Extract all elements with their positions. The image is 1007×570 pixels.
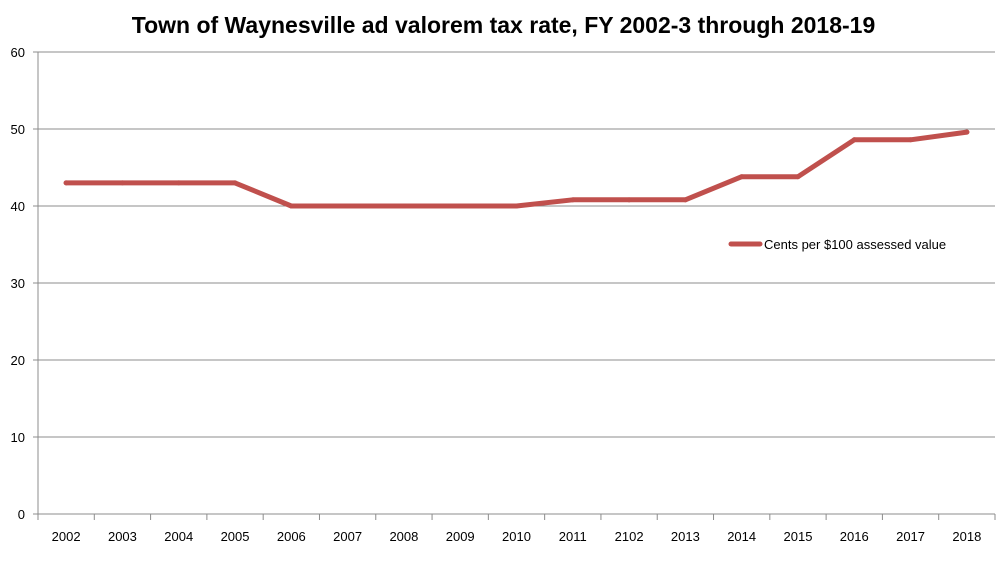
data-point-2002	[63, 180, 69, 186]
data-point-2009	[457, 203, 463, 209]
y-tick-label-50: 50	[11, 122, 25, 137]
y-tick-label-0: 0	[18, 507, 25, 522]
x-tick-label-2017: 2017	[896, 529, 925, 544]
x-tick-label-2011: 2011	[559, 529, 587, 544]
data-point-2005	[232, 180, 238, 186]
data-point-2017	[908, 137, 914, 143]
x-tick-label-2015: 2015	[784, 529, 813, 544]
y-tick-label-30: 30	[11, 276, 25, 291]
data-point-2016	[851, 137, 857, 143]
x-tick-label-2005: 2005	[221, 529, 250, 544]
x-tick-label-2006: 2006	[277, 529, 306, 544]
data-point-2014	[739, 174, 745, 180]
chart-title: Town of Waynesville ad valorem tax rate,…	[131, 12, 876, 38]
x-tick-label-2013: 2013	[671, 529, 700, 544]
x-tick-label-2016: 2016	[840, 529, 869, 544]
data-point-2013	[682, 197, 688, 203]
data-point-2007	[345, 203, 351, 209]
x-axis-ticks: 2002 2003 2004 2005 2006 2007 2008 2009 2010 2011…	[37, 514, 996, 544]
data-point-2018	[964, 129, 970, 135]
x-tick-label-2002: 2002	[52, 529, 81, 544]
data-point-2010	[514, 203, 519, 209]
legend: Cents per $100 assessed value	[728, 237, 946, 252]
x-tick-label-2004: 2004	[164, 529, 193, 544]
y-axis-ticks: 0 10 20 30 40 50 60	[11, 45, 38, 522]
data-point-2006	[288, 203, 294, 209]
legend-label-0: Cents per $100 assessed value	[764, 237, 946, 252]
y-tick-label-20: 20	[11, 353, 25, 368]
series-line-0	[63, 129, 970, 209]
x-tick-label-2003: 2003	[108, 529, 137, 544]
series	[63, 129, 970, 209]
data-point-2102	[626, 197, 632, 203]
y-tick-label-60: 60	[11, 45, 25, 60]
x-tick-label-2102: 2102	[615, 529, 644, 544]
data-point-2015	[795, 174, 801, 180]
x-tick-label-2007: 2007	[333, 529, 362, 544]
data-point-2011	[570, 197, 576, 203]
x-tick-label-2009: 2009	[446, 529, 475, 544]
y-tick-label-10: 10	[11, 430, 25, 445]
data-point-2003	[119, 180, 125, 186]
x-tick-label-2018: 2018	[952, 529, 981, 544]
x-tick-label-2014: 2014	[727, 529, 756, 544]
x-tick-label-2010: 2010	[502, 529, 531, 544]
data-point-2008	[401, 203, 407, 209]
data-point-2004	[176, 180, 182, 186]
x-tick-label-2008: 2008	[389, 529, 418, 544]
y-tick-label-40: 40	[11, 199, 25, 214]
